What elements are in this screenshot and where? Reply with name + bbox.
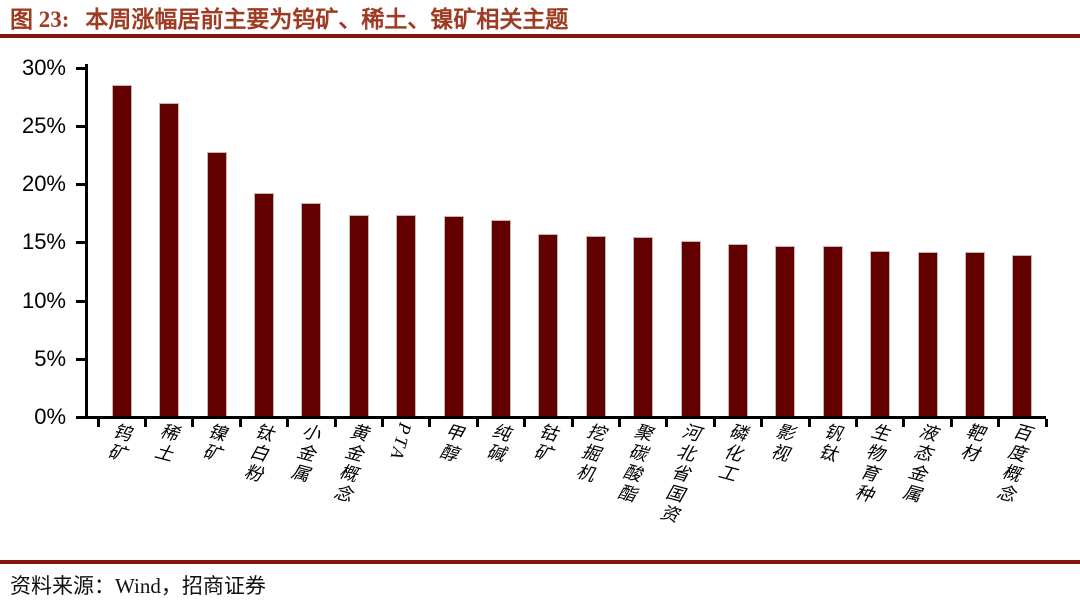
y-tick-label: 5% xyxy=(34,345,66,371)
x-axis-tick xyxy=(665,419,669,427)
y-axis-tick xyxy=(76,241,85,245)
x-category-label: 镍矿 xyxy=(197,420,229,467)
bar-挖掘机 xyxy=(585,235,606,416)
x-category-label: 钒钛 xyxy=(814,420,845,467)
y-tick-label: 10% xyxy=(21,287,66,313)
x-category-label: 黄金概念 xyxy=(329,420,371,507)
x-axis-tick xyxy=(238,419,242,427)
x-axis-tick xyxy=(1044,419,1048,427)
bar-百度概念 xyxy=(1012,255,1033,416)
bar-钴矿 xyxy=(538,234,559,416)
x-axis-tick xyxy=(807,419,811,427)
y-axis-tick xyxy=(76,357,85,361)
y-tick-label: 15% xyxy=(21,229,66,255)
title-rule xyxy=(0,34,1080,38)
x-category-label: PTA xyxy=(386,420,416,465)
y-tick-label: 30% xyxy=(21,54,66,80)
y-axis-line xyxy=(85,64,88,419)
y-axis-tick xyxy=(76,66,85,70)
x-axis-tick xyxy=(570,419,574,427)
x-axis-tick xyxy=(949,419,953,427)
x-category-label: 甲醇 xyxy=(434,420,466,467)
y-axis-tick xyxy=(76,183,85,187)
x-category-label: 影视 xyxy=(766,420,797,467)
x-category-label: 钛白粉 xyxy=(239,420,276,487)
x-category-label: 河北省国资 xyxy=(655,420,703,528)
y-tick-label: 25% xyxy=(21,113,66,138)
bar-PTA xyxy=(396,214,417,416)
bar-影视 xyxy=(775,246,796,416)
bar-黄金概念 xyxy=(348,214,369,416)
x-category-label: 纯碱 xyxy=(482,420,513,467)
bar-甲醇 xyxy=(443,215,464,416)
x-axis-tick xyxy=(380,419,384,427)
y-tick-label: 0% xyxy=(34,404,66,429)
x-axis-line xyxy=(85,416,1046,419)
bar-chart-plot-area: 0% 5% 10% 15% 20% 25% 30% 钨矿 稀土 镍矿 钛白粉 小金属 黄金概念 PTA 甲醇… xyxy=(21,54,1048,528)
x-category-label: 百度概念 xyxy=(992,420,1034,507)
bar-靶材 xyxy=(964,251,985,416)
x-axis-tick xyxy=(617,419,621,427)
x-axis-tick xyxy=(428,419,432,427)
x-axis-tick xyxy=(902,419,906,427)
bar-稀土 xyxy=(159,102,180,416)
figure-header: 图 23: 本周涨幅居前主要为钨矿、稀土、镍矿相关主题 xyxy=(10,6,568,34)
bar-生物育种 xyxy=(870,250,891,416)
x-axis-tick xyxy=(760,419,764,427)
x-axis-tick xyxy=(997,419,1001,427)
source-text: 资料来源：Wind，招商证券 xyxy=(10,574,266,598)
x-axis-tick xyxy=(523,419,527,427)
y-axis-tick xyxy=(76,299,85,303)
y-axis-tick xyxy=(76,125,85,128)
x-axis-tick xyxy=(96,419,100,427)
x-axis-tick xyxy=(475,419,479,427)
x-axis-tick xyxy=(143,419,147,427)
x-category-label: 聚碳酸酯 xyxy=(613,420,655,507)
y-axis-tick xyxy=(76,416,85,419)
x-category-label: 生物育种 xyxy=(850,420,892,507)
x-category-label: 钨矿 xyxy=(103,420,134,467)
bar-河北省国资 xyxy=(680,241,701,416)
x-axis-tick xyxy=(712,419,716,427)
x-category-label: 稀土 xyxy=(150,420,181,467)
x-category-label: 钴矿 xyxy=(529,420,560,467)
x-axis-tick xyxy=(286,419,290,427)
bar-钨矿 xyxy=(111,85,132,416)
bar-钛白粉 xyxy=(253,192,274,416)
bar-磷化工 xyxy=(727,243,748,416)
x-category-label: 磷化工 xyxy=(713,420,750,487)
y-tick-label: 20% xyxy=(21,171,66,197)
bar-镍矿 xyxy=(206,151,227,416)
bar-纯碱 xyxy=(490,220,511,416)
figure-label: 图 23: xyxy=(10,7,70,32)
x-category-label: 挖掘机 xyxy=(571,420,608,487)
x-category-label: 液态金属 xyxy=(898,420,940,507)
figure-title: 本周涨幅居前主要为钨矿、稀土、镍矿相关主题 xyxy=(85,7,569,32)
bar-钒钛 xyxy=(822,246,843,416)
x-axis-tick xyxy=(854,419,858,427)
x-category-label: 小金属 xyxy=(287,420,323,487)
x-category-label: 靶材 xyxy=(956,420,987,467)
bar-聚碳酸酯 xyxy=(633,236,654,416)
source-rule xyxy=(0,560,1080,564)
x-axis-tick xyxy=(333,419,337,427)
bar-小金属 xyxy=(301,202,322,416)
bar-液态金属 xyxy=(917,251,938,416)
x-axis-tick xyxy=(191,419,195,427)
